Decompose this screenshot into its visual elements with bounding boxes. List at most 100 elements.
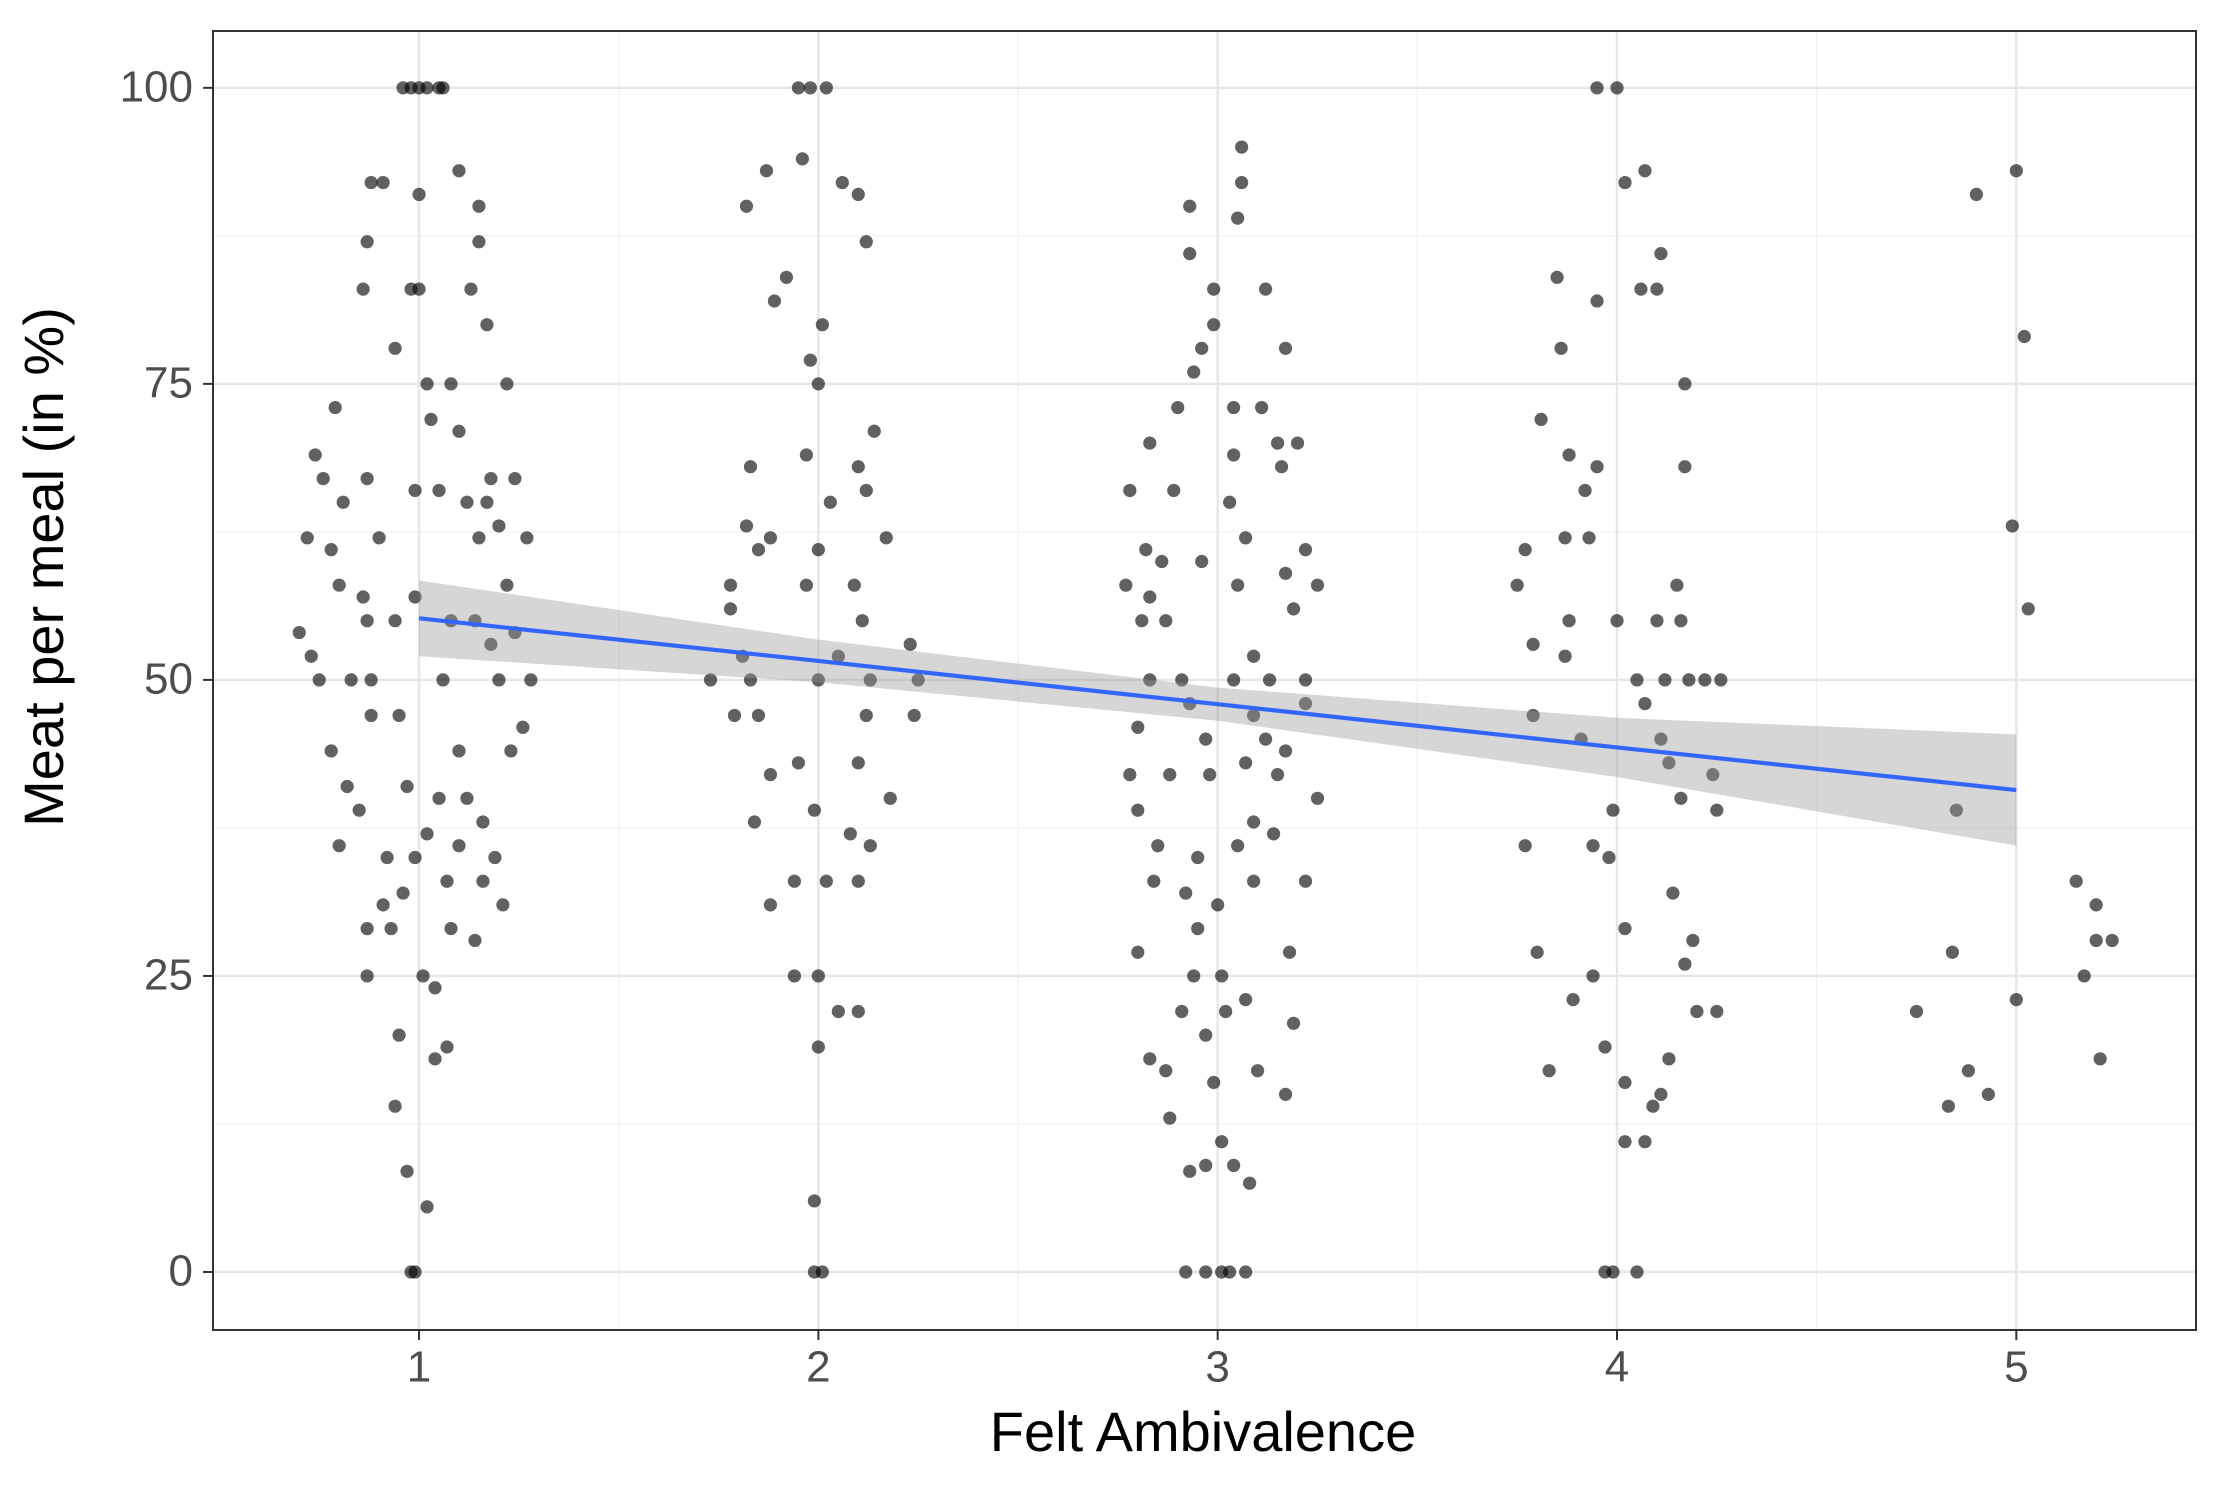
point: [1298, 874, 1313, 888]
point: [791, 81, 805, 95]
point: [1610, 614, 1624, 628]
point: [1706, 768, 1720, 782]
point: [444, 377, 458, 391]
point: [1183, 199, 1197, 213]
point: [1211, 898, 1225, 912]
point: [1123, 768, 1137, 782]
point: [1239, 1265, 1253, 1279]
point: [1278, 566, 1293, 580]
point: [356, 590, 370, 604]
point: [1674, 614, 1688, 628]
point: [392, 708, 406, 723]
point: [1282, 945, 1297, 959]
point: [520, 531, 534, 545]
point: [500, 578, 514, 592]
point: [476, 815, 490, 829]
point: [851, 756, 865, 770]
point: [1151, 839, 1165, 853]
point: [504, 744, 518, 758]
point: [831, 649, 845, 663]
point: [807, 1194, 821, 1208]
point: [1602, 850, 1616, 865]
point: [747, 815, 762, 829]
point: [452, 839, 466, 853]
point: [1526, 708, 1540, 723]
point: [791, 756, 805, 770]
point: [424, 412, 438, 426]
y-axis-title: Meat per meal (in %): [12, 307, 75, 827]
point: [360, 614, 374, 628]
point: [1243, 1176, 1257, 1190]
point: [1159, 1064, 1173, 1078]
point: [364, 175, 378, 190]
point: [1247, 649, 1261, 663]
point: [1582, 531, 1596, 545]
point: [1518, 839, 1532, 853]
point: [847, 578, 861, 592]
point: [1650, 614, 1664, 628]
point: [1239, 531, 1253, 545]
point: [428, 981, 442, 995]
y-tick-label: 0: [169, 1247, 193, 1296]
point: [1686, 933, 1700, 948]
point: [1191, 850, 1205, 865]
point: [851, 187, 865, 202]
point: [2093, 1052, 2107, 1066]
point: [1310, 578, 1325, 592]
point: [2089, 898, 2103, 912]
point: [1562, 448, 1576, 462]
point: [1654, 732, 1668, 746]
point: [328, 400, 342, 415]
point: [1690, 1004, 1704, 1019]
point: [360, 472, 374, 486]
point: [907, 708, 921, 723]
point: [1175, 1004, 1189, 1019]
point: [855, 614, 869, 628]
point: [1167, 483, 1181, 498]
point: [1231, 839, 1245, 853]
point: [1298, 696, 1313, 711]
point: [468, 933, 482, 948]
point: [751, 708, 766, 723]
point: [1550, 270, 1564, 284]
point: [476, 874, 490, 888]
point: [1630, 1265, 1644, 1279]
point: [1969, 187, 1983, 202]
point: [1175, 673, 1189, 687]
point: [420, 81, 434, 95]
x-tick-label: 3: [1205, 1343, 1229, 1392]
point: [1654, 247, 1668, 261]
point: [376, 898, 390, 912]
point: [1227, 1158, 1241, 1173]
point: [787, 874, 802, 888]
point: [428, 1052, 442, 1066]
point: [388, 341, 402, 355]
point: [324, 543, 338, 557]
point: [1650, 282, 1664, 296]
point: [464, 282, 478, 296]
point: [1195, 554, 1209, 569]
point: [1578, 483, 1592, 498]
point: [851, 460, 865, 474]
point: [1941, 1099, 1956, 1113]
point: [1710, 1004, 1724, 1019]
point: [867, 424, 881, 438]
point: [1666, 886, 1680, 900]
point: [903, 637, 917, 651]
point: [819, 81, 833, 95]
point: [1678, 957, 1692, 971]
point: [312, 673, 326, 687]
point: [440, 1040, 454, 1054]
point: [1247, 708, 1261, 723]
point: [1554, 341, 1568, 355]
point: [727, 708, 742, 723]
point: [1266, 827, 1281, 841]
point: [1227, 448, 1241, 462]
point: [1618, 921, 1632, 936]
point: [1143, 590, 1157, 604]
point: [340, 779, 354, 794]
point: [1255, 400, 1269, 415]
point: [2005, 519, 2019, 533]
point: [1207, 282, 1221, 296]
